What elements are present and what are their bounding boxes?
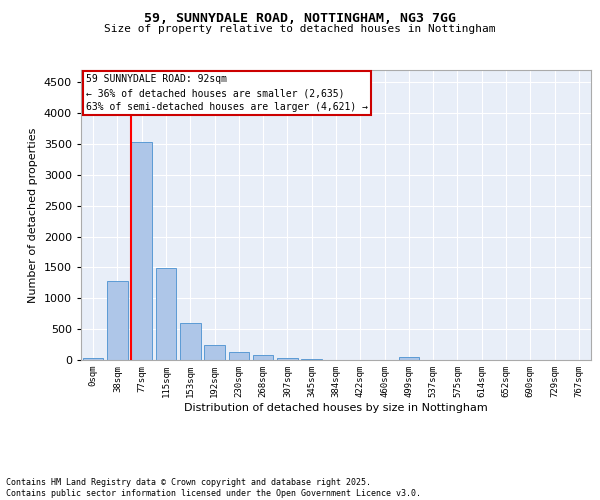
Bar [398,357,419,360]
Bar [204,344,225,360]
Bar [83,358,103,360]
X-axis label: Distribution of detached houses by size in Nottingham: Distribution of detached houses by size … [184,402,488,412]
Bar [229,352,249,360]
Bar [301,359,322,360]
Y-axis label: Number of detached properties: Number of detached properties [28,128,38,302]
Bar [131,142,152,360]
Bar [277,358,298,360]
Text: Contains HM Land Registry data © Crown copyright and database right 2025.
Contai: Contains HM Land Registry data © Crown c… [6,478,421,498]
Bar [107,281,128,360]
Bar [180,323,200,360]
Text: Size of property relative to detached houses in Nottingham: Size of property relative to detached ho… [104,24,496,34]
Bar [253,355,274,360]
Text: 59 SUNNYDALE ROAD: 92sqm
← 36% of detached houses are smaller (2,635)
63% of sem: 59 SUNNYDALE ROAD: 92sqm ← 36% of detach… [86,74,368,112]
Bar [155,268,176,360]
Text: 59, SUNNYDALE ROAD, NOTTINGHAM, NG3 7GG: 59, SUNNYDALE ROAD, NOTTINGHAM, NG3 7GG [144,12,456,26]
